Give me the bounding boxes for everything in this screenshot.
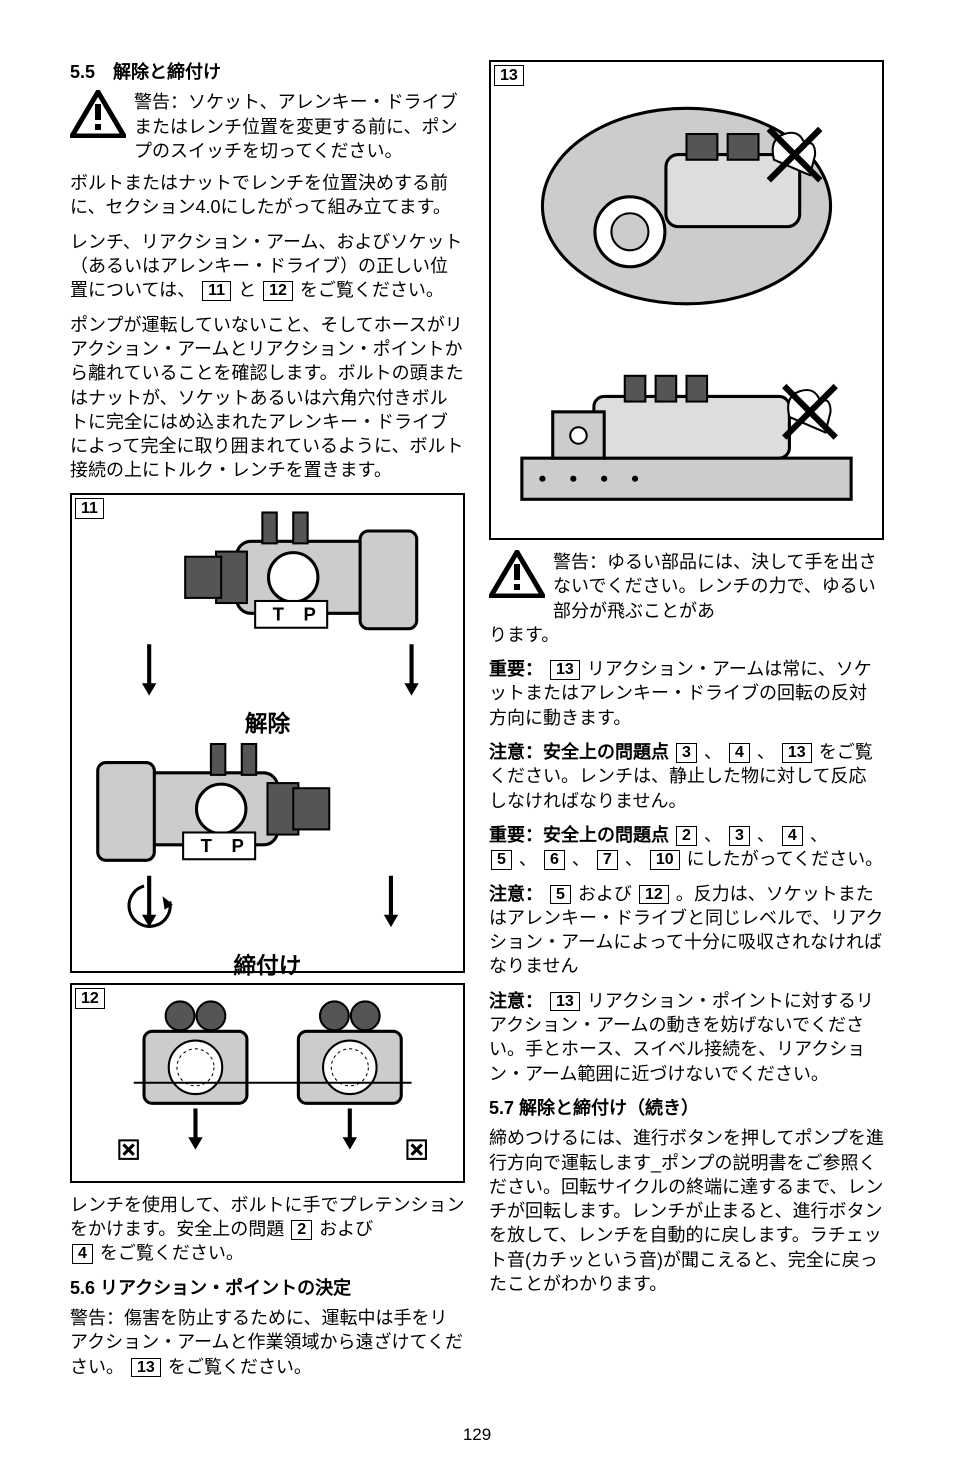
figure-12-label: 12 — [75, 988, 105, 1009]
para-6: 重要： 13 リアクション・アームは常に、ソケットまたはアレンキー・ドライブの回… — [489, 657, 884, 730]
left-column: 5.5 解除と締付け 警告：ソケット、アレンキー・ドライブまたはレンチ位置を変更… — [70, 60, 465, 1389]
para-8: 重要：安全上の問題点 2 、 3 、 4 、 5 、 6 、 7 、 10 にし… — [489, 823, 884, 872]
ref-4b: 4 — [729, 743, 750, 763]
warning-2-text-b: ります。 — [489, 623, 884, 647]
warning-1-text: 警告：ソケット、アレンキー・ドライブまたはレンチ位置を変更する前に、ポンプのスイ… — [134, 90, 465, 163]
ref-4c: 4 — [782, 826, 803, 846]
svg-text:P: P — [304, 603, 316, 624]
para-2b: と — [238, 280, 256, 300]
ref-11: 11 — [202, 281, 231, 301]
para-7: 注意：安全上の問題点 3 、 4 、 13 をご覧ください。レンチは、静止した物… — [489, 740, 884, 813]
para-6a: 重要： — [489, 659, 543, 679]
para-8h: にしたがってください。 — [687, 849, 884, 869]
ref-13b: 13 — [550, 660, 580, 680]
sep: 、 — [704, 742, 722, 762]
figure-12: 12 — [70, 983, 465, 1183]
figure-11: 11 T P — [70, 493, 465, 973]
ref-12b: 12 — [639, 885, 669, 905]
para-9c: 。反力は、ソケットまたはアレンキー・ドライブと同じレベルで、リアクション・アーム… — [489, 884, 883, 977]
right-column: 13 — [489, 60, 884, 1389]
para-4: レンチを使用して、ボルトに手でプレテンションをかけます。安全上の問題 2 および… — [70, 1193, 465, 1266]
heading-5-6: 5.6 リアクション・ポイントの決定 — [70, 1276, 465, 1300]
para-1: ボルトまたはナットでレンチを位置決めする前に、セクション4.0にしたがって組み立… — [70, 171, 465, 220]
ref-12: 12 — [263, 281, 293, 301]
sep: 、 — [810, 825, 828, 845]
para-3: ポンプが運転していないこと、そしてホースがリアクション・アームとリアクション・ポ… — [70, 313, 465, 483]
warning-block-1: 警告：ソケット、アレンキー・ドライブまたはレンチ位置を変更する前に、ポンプのスイ… — [70, 90, 465, 163]
sep: 、 — [625, 849, 643, 869]
ref-3b: 3 — [729, 826, 750, 846]
page-number: 129 — [0, 1424, 954, 1447]
figure-11-drawing: T P 解除 — [72, 495, 463, 989]
ref-13a: 13 — [131, 1358, 161, 1378]
ref-3: 3 — [676, 743, 697, 763]
ref-7: 7 — [597, 850, 618, 870]
sep: 、 — [704, 825, 722, 845]
para-6b: リアクション・アームは常に、ソケットまたはアレンキー・ドライブの回転の反対方向に… — [489, 659, 872, 728]
sep: 、 — [757, 825, 775, 845]
figure-13-drawing — [491, 62, 882, 556]
ref-4: 4 — [72, 1244, 93, 1264]
heading-5-7: 5.7 解除と締付け（続き） — [489, 1096, 884, 1120]
para-5b: をご覧ください。 — [168, 1357, 312, 1377]
para-7a: 注意：安全上の問題点 — [489, 742, 669, 762]
ref-2: 2 — [291, 1220, 312, 1240]
para-4b: および — [319, 1219, 373, 1239]
para-10b: リアクション・ポイントに対するリアクション・アームの動きを妨げないでください。手… — [489, 991, 874, 1084]
ref-6: 6 — [544, 850, 565, 870]
para-8a: 重要：安全上の問題点 — [489, 825, 669, 845]
ref-2b: 2 — [676, 826, 697, 846]
ref-13c: 13 — [782, 743, 812, 763]
para-10: 注意： 13 リアクション・ポイントに対するリアクション・アームの動きを妨げない… — [489, 989, 884, 1086]
figure-13-label: 13 — [494, 65, 524, 86]
figure-11-label: 11 — [75, 498, 104, 519]
figure-13: 13 — [489, 60, 884, 540]
warning-2-text-a: 警告：ゆるい部品には、決して手を出さないでください。レンチの力で、ゆるい部分が飛… — [553, 550, 884, 623]
para-9b: および — [578, 884, 632, 904]
para-5: 警告：傷害を防止するために、運転中は手をリアクション・アームと作業領域から遠ざけ… — [70, 1306, 465, 1379]
ref-5b: 5 — [550, 885, 571, 905]
ref-10: 10 — [650, 850, 680, 870]
svg-text:T: T — [201, 835, 213, 856]
para-11: 締めつけるには、進行ボタンを押してポンプを進行方向で運転します_ポンプの説明書を… — [489, 1126, 884, 1296]
warning-block-2: 警告：ゆるい部品には、決して手を出さないでください。レンチの力で、ゆるい部分が飛… — [489, 550, 884, 623]
sep: 、 — [519, 849, 537, 869]
sep: 、 — [572, 849, 590, 869]
para-2c: をご覧ください。 — [300, 280, 444, 300]
sep: 、 — [757, 742, 775, 762]
figure-12-drawing — [72, 985, 463, 1191]
fig11-caption-b: 締付け — [234, 952, 302, 978]
para-4a: レンチを使用して、ボルトに手でプレテンションをかけます。安全上の問題 — [70, 1195, 465, 1239]
svg-text:T: T — [273, 603, 285, 624]
para-9: 注意： 5 および 12 。反力は、ソケットまたはアレンキー・ドライブと同じレベ… — [489, 882, 884, 979]
heading-5-5: 5.5 解除と締付け — [70, 60, 465, 84]
para-9a: 注意： — [489, 884, 543, 904]
fig11-caption-a: 解除 — [245, 710, 291, 736]
ref-13d: 13 — [550, 992, 580, 1012]
para-2: レンチ、リアクション・アーム、およびソケット（あるいはアレンキー・ドライブ）の正… — [70, 230, 465, 303]
warning-triangle-icon — [489, 550, 545, 598]
warning-triangle-icon — [70, 90, 126, 138]
para-4c: をご覧ください。 — [100, 1243, 244, 1263]
para-10a: 注意： — [489, 991, 543, 1011]
svg-text:P: P — [231, 835, 243, 856]
ref-5: 5 — [491, 850, 512, 870]
